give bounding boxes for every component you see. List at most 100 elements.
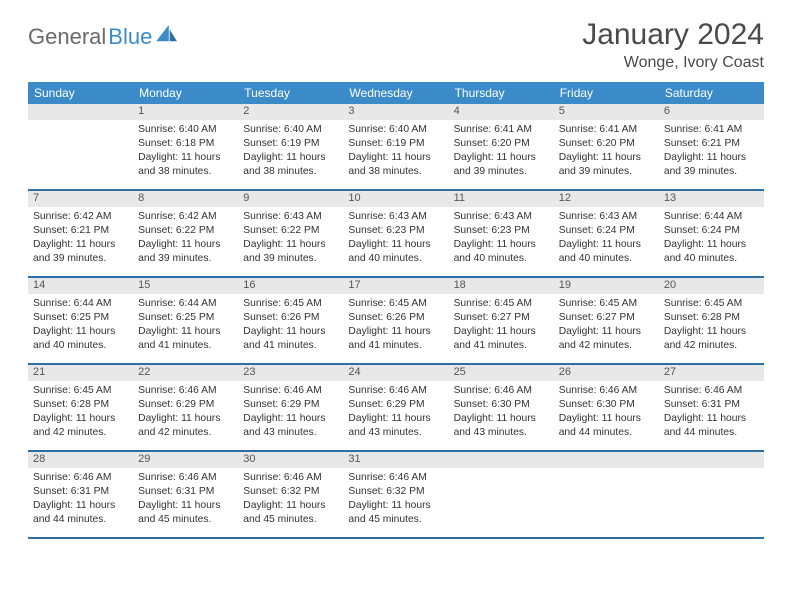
daylight-text: Daylight: 11 hours and 42 minutes. — [664, 325, 759, 353]
day-detail-row: Sunrise: 6:44 AMSunset: 6:25 PMDaylight:… — [28, 294, 764, 364]
day-number-row: 78910111213 — [28, 191, 764, 207]
sunrise-text: Sunrise: 6:45 AM — [348, 297, 443, 311]
daylight-text: Daylight: 11 hours and 41 minutes. — [243, 325, 338, 353]
daylight-text: Daylight: 11 hours and 44 minutes. — [559, 412, 654, 440]
day-number: 3 — [343, 104, 448, 120]
sunrise-text: Sunrise: 6:43 AM — [454, 210, 549, 224]
sunrise-text: Sunrise: 6:46 AM — [559, 384, 654, 398]
day-cell: Sunrise: 6:40 AMSunset: 6:18 PMDaylight:… — [133, 120, 238, 190]
day-cell: Sunrise: 6:44 AMSunset: 6:25 PMDaylight:… — [28, 294, 133, 364]
daylight-text: Daylight: 11 hours and 39 minutes. — [559, 151, 654, 179]
sunset-text: Sunset: 6:23 PM — [454, 224, 549, 238]
day-number: 15 — [133, 278, 238, 294]
day-number: 24 — [343, 365, 448, 381]
sunset-text: Sunset: 6:24 PM — [664, 224, 759, 238]
day-cell: Sunrise: 6:46 AMSunset: 6:30 PMDaylight:… — [554, 381, 659, 451]
daylight-text: Daylight: 11 hours and 40 minutes. — [664, 238, 759, 266]
sunrise-text: Sunrise: 6:46 AM — [348, 384, 443, 398]
daylight-text: Daylight: 11 hours and 41 minutes. — [138, 325, 233, 353]
sunrise-text: Sunrise: 6:40 AM — [243, 123, 338, 137]
sunset-text: Sunset: 6:26 PM — [243, 311, 338, 325]
calendar-page: General Blue January 2024 Wonge, Ivory C… — [0, 0, 792, 539]
day-cell: Sunrise: 6:46 AMSunset: 6:29 PMDaylight:… — [343, 381, 448, 451]
sunset-text: Sunset: 6:27 PM — [454, 311, 549, 325]
day-number: 14 — [28, 278, 133, 294]
day-cell: Sunrise: 6:44 AMSunset: 6:25 PMDaylight:… — [133, 294, 238, 364]
daylight-text: Daylight: 11 hours and 45 minutes. — [348, 499, 443, 527]
daylight-text: Daylight: 11 hours and 40 minutes. — [348, 238, 443, 266]
day-number: 23 — [238, 365, 343, 381]
sunrise-text: Sunrise: 6:44 AM — [138, 297, 233, 311]
sunrise-text: Sunrise: 6:42 AM — [33, 210, 128, 224]
day-cell: Sunrise: 6:43 AMSunset: 6:23 PMDaylight:… — [343, 207, 448, 277]
sunset-text: Sunset: 6:30 PM — [559, 398, 654, 412]
day-cell — [554, 468, 659, 538]
sunset-text: Sunset: 6:27 PM — [559, 311, 654, 325]
sunset-text: Sunset: 6:29 PM — [243, 398, 338, 412]
day-detail-row: Sunrise: 6:42 AMSunset: 6:21 PMDaylight:… — [28, 207, 764, 277]
daylight-text: Daylight: 11 hours and 38 minutes. — [243, 151, 338, 179]
day-number — [449, 452, 554, 468]
logo-sail-icon — [156, 25, 178, 43]
sunset-text: Sunset: 6:28 PM — [664, 311, 759, 325]
daylight-text: Daylight: 11 hours and 39 minutes. — [664, 151, 759, 179]
day-cell: Sunrise: 6:40 AMSunset: 6:19 PMDaylight:… — [343, 120, 448, 190]
sunset-text: Sunset: 6:26 PM — [348, 311, 443, 325]
day-cell: Sunrise: 6:41 AMSunset: 6:21 PMDaylight:… — [659, 120, 764, 190]
sunrise-text: Sunrise: 6:44 AM — [664, 210, 759, 224]
logo-word-2: Blue — [108, 24, 152, 50]
logo-word-1: General — [28, 24, 106, 50]
daylight-text: Daylight: 11 hours and 42 minutes. — [33, 412, 128, 440]
day-cell: Sunrise: 6:46 AMSunset: 6:32 PMDaylight:… — [238, 468, 343, 538]
day-number: 19 — [554, 278, 659, 294]
week-separator — [28, 538, 764, 539]
sunrise-text: Sunrise: 6:46 AM — [243, 471, 338, 485]
day-cell: Sunrise: 6:43 AMSunset: 6:22 PMDaylight:… — [238, 207, 343, 277]
sunrise-text: Sunrise: 6:41 AM — [559, 123, 654, 137]
sunset-text: Sunset: 6:29 PM — [138, 398, 233, 412]
daylight-text: Daylight: 11 hours and 41 minutes. — [454, 325, 549, 353]
sunset-text: Sunset: 6:23 PM — [348, 224, 443, 238]
day-number: 10 — [343, 191, 448, 207]
sunrise-text: Sunrise: 6:46 AM — [33, 471, 128, 485]
day-detail-row: Sunrise: 6:40 AMSunset: 6:18 PMDaylight:… — [28, 120, 764, 190]
day-cell: Sunrise: 6:46 AMSunset: 6:30 PMDaylight:… — [449, 381, 554, 451]
calendar-table: Sunday Monday Tuesday Wednesday Thursday… — [28, 82, 764, 539]
sunrise-text: Sunrise: 6:46 AM — [138, 384, 233, 398]
day-cell: Sunrise: 6:45 AMSunset: 6:28 PMDaylight:… — [28, 381, 133, 451]
day-number-row: 28293031 — [28, 452, 764, 468]
month-title: January 2024 — [582, 18, 764, 52]
day-cell: Sunrise: 6:46 AMSunset: 6:31 PMDaylight:… — [659, 381, 764, 451]
day-cell: Sunrise: 6:40 AMSunset: 6:19 PMDaylight:… — [238, 120, 343, 190]
weekday-header: Friday — [554, 82, 659, 104]
daylight-text: Daylight: 11 hours and 44 minutes. — [33, 499, 128, 527]
day-number: 7 — [28, 191, 133, 207]
sunrise-text: Sunrise: 6:40 AM — [138, 123, 233, 137]
day-number: 18 — [449, 278, 554, 294]
day-number: 22 — [133, 365, 238, 381]
sunrise-text: Sunrise: 6:41 AM — [454, 123, 549, 137]
sunrise-text: Sunrise: 6:43 AM — [348, 210, 443, 224]
sunrise-text: Sunrise: 6:45 AM — [664, 297, 759, 311]
day-cell: Sunrise: 6:42 AMSunset: 6:21 PMDaylight:… — [28, 207, 133, 277]
sunset-text: Sunset: 6:21 PM — [664, 137, 759, 151]
sunrise-text: Sunrise: 6:46 AM — [664, 384, 759, 398]
day-number: 2 — [238, 104, 343, 120]
day-number — [659, 452, 764, 468]
day-number: 9 — [238, 191, 343, 207]
day-cell: Sunrise: 6:43 AMSunset: 6:24 PMDaylight:… — [554, 207, 659, 277]
sunrise-text: Sunrise: 6:45 AM — [33, 384, 128, 398]
sunrise-text: Sunrise: 6:46 AM — [243, 384, 338, 398]
daylight-text: Daylight: 11 hours and 43 minutes. — [348, 412, 443, 440]
day-cell — [449, 468, 554, 538]
day-cell: Sunrise: 6:45 AMSunset: 6:26 PMDaylight:… — [238, 294, 343, 364]
sunset-text: Sunset: 6:28 PM — [33, 398, 128, 412]
weekday-header-row: Sunday Monday Tuesday Wednesday Thursday… — [28, 82, 764, 104]
daylight-text: Daylight: 11 hours and 43 minutes. — [454, 412, 549, 440]
daylight-text: Daylight: 11 hours and 40 minutes. — [559, 238, 654, 266]
daylight-text: Daylight: 11 hours and 38 minutes. — [348, 151, 443, 179]
day-number-row: 21222324252627 — [28, 365, 764, 381]
day-cell: Sunrise: 6:45 AMSunset: 6:27 PMDaylight:… — [554, 294, 659, 364]
location-label: Wonge, Ivory Coast — [582, 54, 764, 72]
sunset-text: Sunset: 6:20 PM — [454, 137, 549, 151]
